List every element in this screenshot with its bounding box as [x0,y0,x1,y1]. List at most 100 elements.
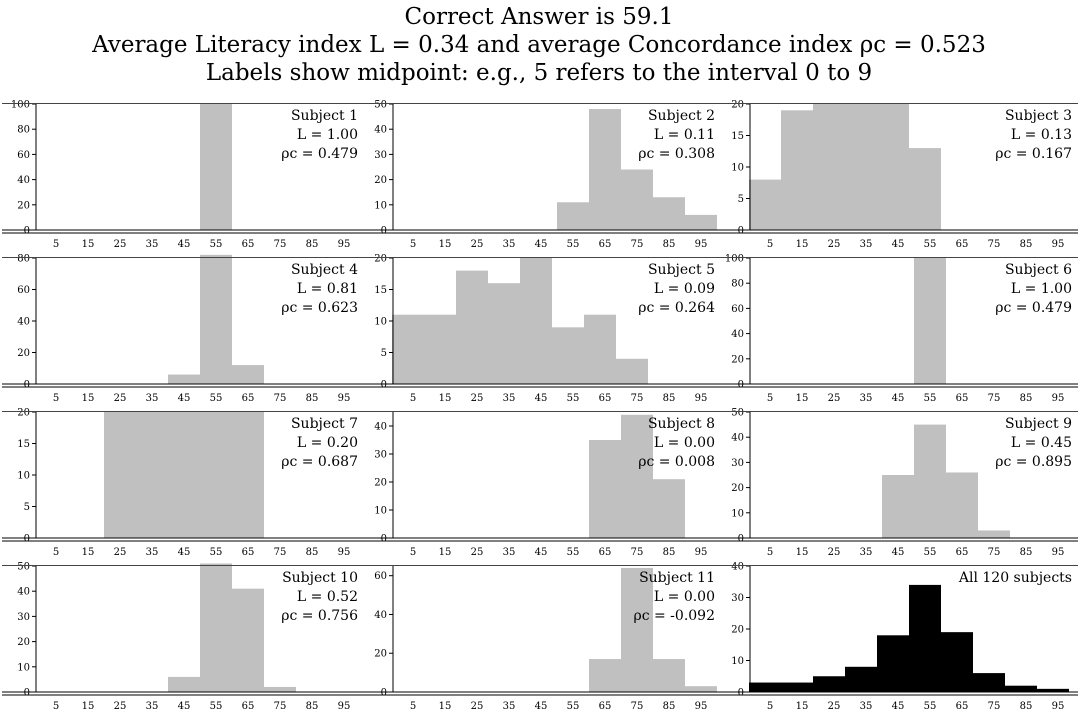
x-tick-label: 65 [242,547,255,558]
x-tick-label: 45 [178,701,191,712]
panel-stat: L = 1.00 [297,127,358,143]
x-tick-label: 75 [988,393,1001,404]
x-tick-label: 55 [924,701,937,712]
x-tick-label: 25 [114,547,127,558]
histogram-panel: 0 10 20 30 40 50 5 15 25 35 45 55 65 75 85 95 Subject 10… [2,562,374,712]
x-tick-label: 85 [663,701,676,712]
x-tick-label: 35 [503,547,516,558]
panel-stat: L = 0.00 [654,435,715,451]
histogram-bar [621,567,653,692]
x-tick-label: 45 [535,239,548,250]
panel-stat: L = 0.09 [654,281,715,297]
x-tick-label: 55 [210,239,223,250]
y-tick-label: 40 [731,329,744,340]
panel-title: Subject 10 [282,570,358,586]
x-tick-label: 95 [338,547,351,558]
histogram-panel: 0 20 40 60 5 15 25 35 45 55 65 75 85 95 Subject 11 L = … [359,565,731,712]
histogram-bar [552,327,584,384]
x-tick-label: 35 [860,393,873,404]
histogram-grid: 0 20 40 60 80 100 5 15 25 35 45 55 65 75 85 95 Subject 1… [0,98,1078,717]
panel-stat: L = 0.13 [1011,127,1072,143]
y-tick-label: 60 [17,285,30,296]
x-tick-label: 55 [567,239,580,250]
panel-stat: L = 1.00 [1011,281,1072,297]
panel-title: Subject 1 [291,108,358,124]
x-tick-label: 15 [82,701,95,712]
y-tick-label: 20 [17,200,30,211]
y-tick-label: 80 [731,279,744,290]
x-tick-label: 75 [988,701,1001,712]
panel-title: Subject 3 [1005,108,1072,124]
y-tick-label: 0 [381,534,387,545]
x-tick-label: 15 [796,239,809,250]
x-tick-label: 65 [956,701,969,712]
panel-title: Subject 7 [291,416,358,432]
x-tick-label: 75 [631,701,644,712]
x-tick-label: 45 [535,393,548,404]
y-tick-label: 10 [731,508,744,519]
histogram-bar [877,635,909,692]
histogram-panel: 0 20 40 60 80 100 5 15 25 35 45 55 65 75 85 95 Subject 1… [2,100,374,250]
y-tick-label: 10 [731,163,744,174]
x-tick-label: 65 [599,393,612,404]
histogram-panel: 0 10 20 30 40 50 5 15 25 35 45 55 65 75 85 95 Subject 9 L… [716,408,1078,558]
y-tick-label: 0 [24,380,30,391]
y-tick-label: 0 [24,688,30,699]
x-tick-label: 85 [306,701,319,712]
x-tick-label: 25 [471,393,484,404]
x-tick-label: 15 [439,393,452,404]
y-tick-label: 10 [374,506,387,517]
panel-title: Subject 6 [1005,262,1072,278]
x-tick-label: 95 [1052,547,1065,558]
x-tick-label: 95 [1052,393,1065,404]
histogram-bar [424,314,456,384]
x-tick-label: 45 [892,393,905,404]
x-tick-label: 35 [860,701,873,712]
panel-stat: L = 0.81 [297,281,358,297]
x-tick-label: 15 [82,239,95,250]
panel-stat: ρc = 0.308 [638,146,715,162]
y-tick-label: 0 [738,226,744,237]
panel-stat: ρc = 0.756 [281,608,358,624]
x-tick-label: 75 [631,393,644,404]
figure-note: Labels show midpoint: e.g., 5 refers to … [205,60,873,86]
x-tick-label: 95 [695,393,708,404]
y-tick-label: 40 [374,422,387,433]
x-tick-label: 95 [338,239,351,250]
x-tick-label: 45 [178,393,191,404]
histogram-bar [653,479,685,538]
x-tick-label: 15 [439,239,452,250]
x-tick-label: 5 [410,547,416,558]
x-tick-label: 5 [767,393,773,404]
panel-title: Subject 11 [639,570,715,586]
x-tick-label: 85 [1020,239,1033,250]
histogram-bar [941,632,973,692]
y-tick-label: 0 [24,534,30,545]
x-tick-label: 45 [892,547,905,558]
histogram-bar [520,258,552,384]
y-tick-label: 60 [374,571,387,582]
panel-title: Subject 2 [648,108,715,124]
panel-stat: L = 0.11 [654,127,715,143]
x-tick-label: 85 [663,393,676,404]
histogram-bar [589,440,621,538]
x-tick-label: 5 [767,701,773,712]
histogram-panel: 0 5 10 15 20 5 15 25 35 45 55 65 75 85 95 Subject 7 L = … [2,408,374,558]
x-tick-label: 35 [503,701,516,712]
y-tick-label: 0 [381,380,387,391]
panel-stat: ρc = 0.479 [281,146,358,162]
histogram-bar [168,676,200,692]
y-tick-label: 0 [24,226,30,237]
x-tick-label: 65 [599,547,612,558]
x-tick-label: 5 [53,701,59,712]
x-tick-label: 55 [210,701,223,712]
panel-stat: ρc = 0.895 [995,454,1072,470]
y-tick-label: 50 [17,562,30,573]
panel-title: All 120 subjects [958,570,1072,586]
x-tick-label: 15 [439,547,452,558]
histogram-panel: 0 5 10 15 20 5 15 25 35 45 55 65 75 85 95 Subject 5 L = … [359,254,731,404]
x-tick-label: 95 [338,701,351,712]
x-tick-label: 65 [956,547,969,558]
y-tick-label: 20 [731,100,744,111]
x-tick-label: 25 [471,239,484,250]
